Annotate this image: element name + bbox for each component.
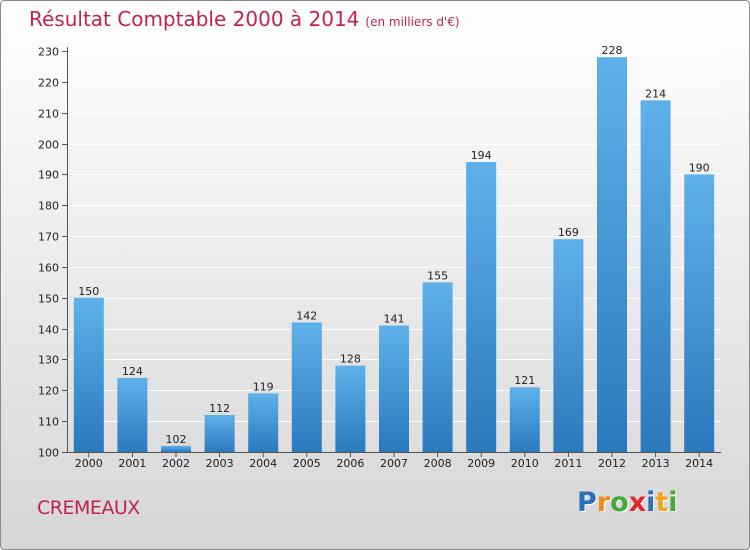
bar-2000 xyxy=(73,297,104,452)
logo-letter: x xyxy=(628,487,647,518)
bar-2001 xyxy=(117,377,148,452)
bar-2008 xyxy=(422,282,453,452)
y-tick-label: 140 xyxy=(38,324,59,337)
bar-2002 xyxy=(161,445,191,452)
logo-letter: P xyxy=(577,487,597,518)
x-tick-label: 2003 xyxy=(206,457,234,470)
bar-2011 xyxy=(553,239,584,452)
proxiti-logo: Proxiti xyxy=(577,487,678,518)
bar-2013 xyxy=(640,100,671,452)
y-tick-label: 100 xyxy=(38,447,59,460)
bar-value-label: 214 xyxy=(645,87,666,100)
bar-value-label: 190 xyxy=(689,161,710,174)
x-tick-label: 2004 xyxy=(249,457,277,470)
y-tick-label: 160 xyxy=(38,262,59,275)
logo-letter: o xyxy=(610,487,629,518)
labels: 100 110 120 130 140 150 160 170 180 190 200 210 220 2… xyxy=(38,44,713,470)
bar-2010 xyxy=(509,387,540,452)
y-tick-label: 220 xyxy=(38,77,59,90)
logo-letter: t xyxy=(655,487,669,518)
y-tick-label: 190 xyxy=(38,169,59,182)
bar-2009 xyxy=(466,162,497,453)
logo-letter: i xyxy=(668,487,678,518)
chart-title: Résultat Comptable 2000 à 2014 (en millie… xyxy=(29,7,460,31)
bar-value-label: 121 xyxy=(514,374,535,387)
y-tick-label: 180 xyxy=(38,200,59,213)
x-tick-label: 2002 xyxy=(162,457,190,470)
bar-value-label: 141 xyxy=(384,313,405,326)
bar-value-label: 124 xyxy=(122,365,143,378)
bar-value-label: 169 xyxy=(558,226,579,239)
x-tick-label: 2001 xyxy=(118,457,146,470)
x-tick-label: 2011 xyxy=(554,457,582,470)
bar-value-label: 112 xyxy=(209,402,230,415)
y-tick-label: 130 xyxy=(38,354,59,367)
x-tick-label: 2010 xyxy=(511,457,539,470)
y-tick-label: 110 xyxy=(38,416,59,429)
bar-value-label: 102 xyxy=(166,433,187,446)
bar-value-label: 119 xyxy=(253,380,274,393)
x-tick-label: 2000 xyxy=(75,457,103,470)
y-tick-label: 230 xyxy=(38,46,59,59)
y-tick-label: 210 xyxy=(38,108,59,121)
bar-2014 xyxy=(684,174,715,452)
bar-value-label: 150 xyxy=(78,285,99,298)
x-tick-label: 2009 xyxy=(467,457,495,470)
logo-letter: r xyxy=(596,487,611,518)
x-tick-label: 2012 xyxy=(598,457,626,470)
x-tick-label: 2008 xyxy=(424,457,452,470)
bar-2003 xyxy=(204,414,235,452)
y-tick-label: 170 xyxy=(38,231,59,244)
bar-value-label: 155 xyxy=(427,269,448,282)
bar-2004 xyxy=(248,393,279,452)
x-tick-label: 2005 xyxy=(293,457,321,470)
y-tick-label: 120 xyxy=(38,385,59,398)
y-tick-label: 200 xyxy=(38,139,59,152)
bar-value-label: 142 xyxy=(296,309,317,322)
bars xyxy=(73,57,715,453)
x-tick-label: 2014 xyxy=(685,457,713,470)
chart-title-text: Résultat Comptable 2000 à 2014 xyxy=(29,7,360,31)
logo-letter: i xyxy=(646,487,656,518)
bar-value-label: 228 xyxy=(602,44,623,57)
bar-2005 xyxy=(291,322,322,452)
bar-2006 xyxy=(335,365,366,452)
bar-value-label: 194 xyxy=(471,149,492,162)
bar-value-label: 128 xyxy=(340,353,361,366)
chart-unit-label: (en milliers d'€) xyxy=(365,15,460,29)
bar-2012 xyxy=(597,57,627,453)
y-tick-label: 150 xyxy=(38,293,59,306)
x-tick-label: 2006 xyxy=(336,457,364,470)
place-name: CREMEAUX xyxy=(37,497,140,519)
x-tick-label: 2013 xyxy=(642,457,670,470)
bar-2007 xyxy=(379,325,409,452)
x-tick-label: 2007 xyxy=(380,457,408,470)
